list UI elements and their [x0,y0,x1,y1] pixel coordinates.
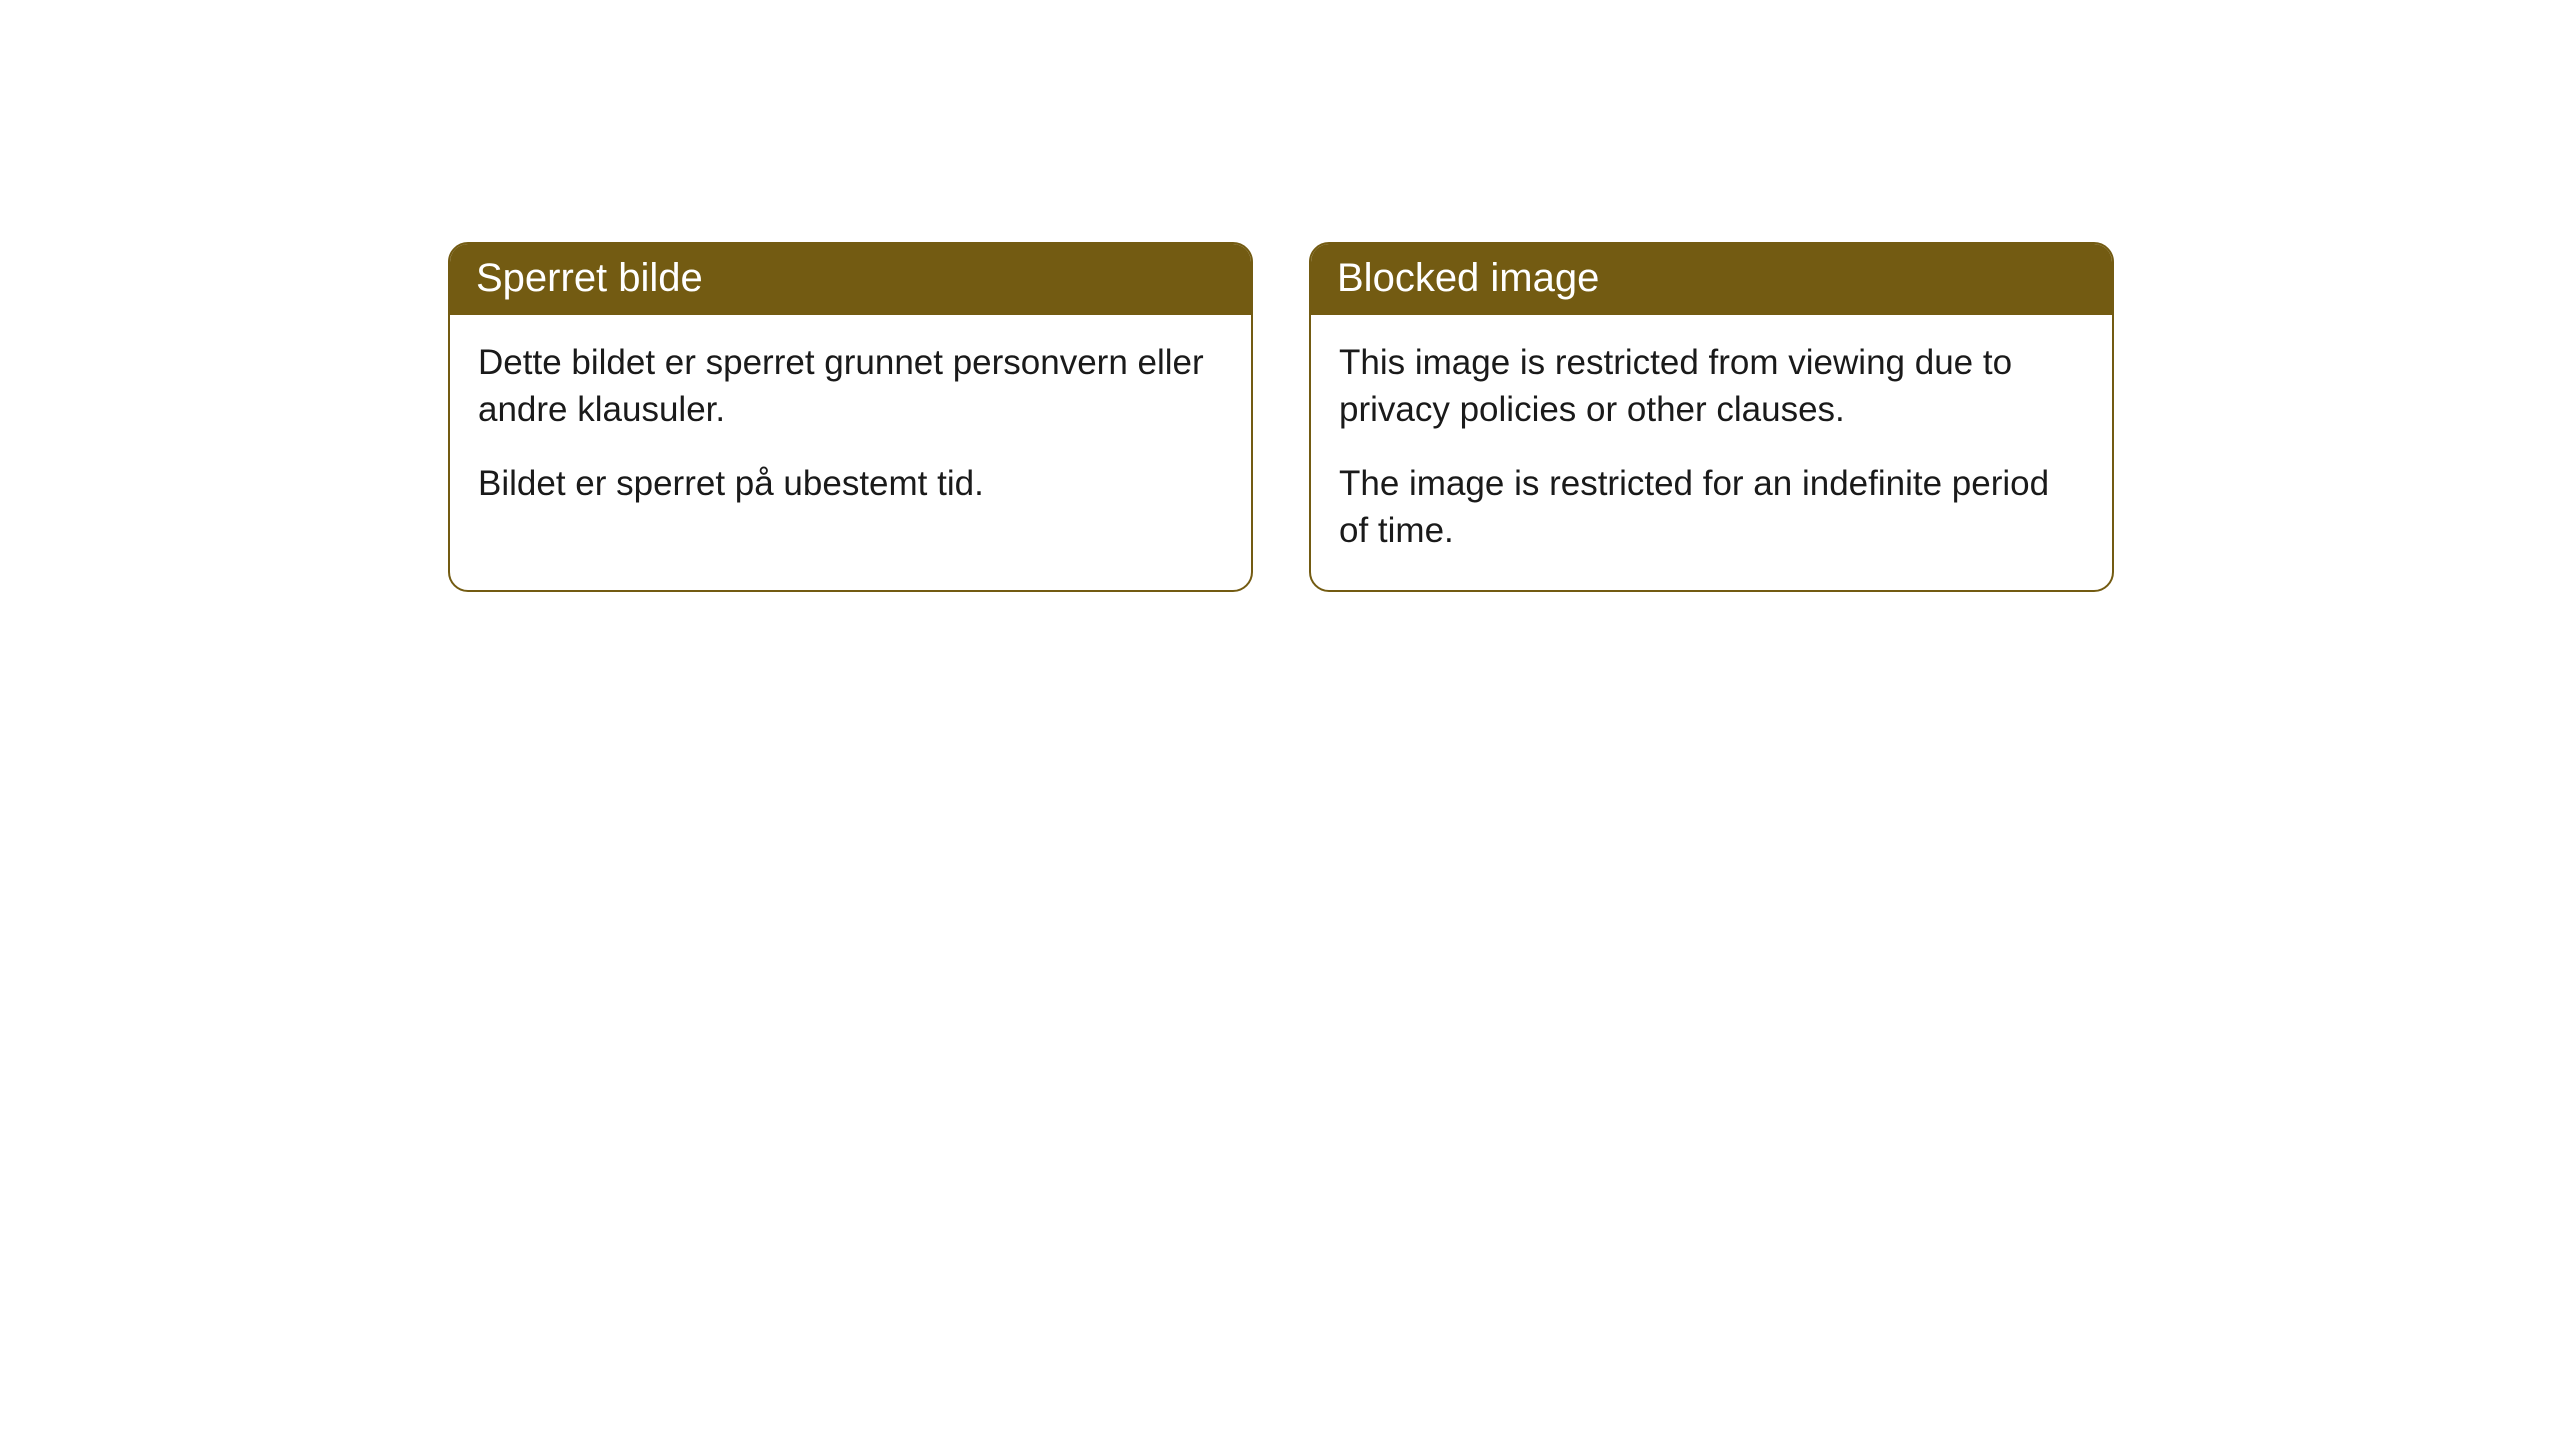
notice-paragraph: Dette bildet er sperret grunnet personve… [478,339,1223,434]
notice-card-norwegian: Sperret bilde Dette bildet er sperret gr… [448,242,1253,592]
notice-container: Sperret bilde Dette bildet er sperret gr… [0,0,2560,592]
notice-body: This image is restricted from viewing du… [1311,315,2112,590]
notice-paragraph: The image is restricted for an indefinit… [1339,460,2084,555]
notice-title: Sperret bilde [450,244,1251,315]
notice-body: Dette bildet er sperret grunnet personve… [450,315,1251,543]
notice-paragraph: Bildet er sperret på ubestemt tid. [478,460,1223,507]
notice-title: Blocked image [1311,244,2112,315]
notice-paragraph: This image is restricted from viewing du… [1339,339,2084,434]
notice-card-english: Blocked image This image is restricted f… [1309,242,2114,592]
